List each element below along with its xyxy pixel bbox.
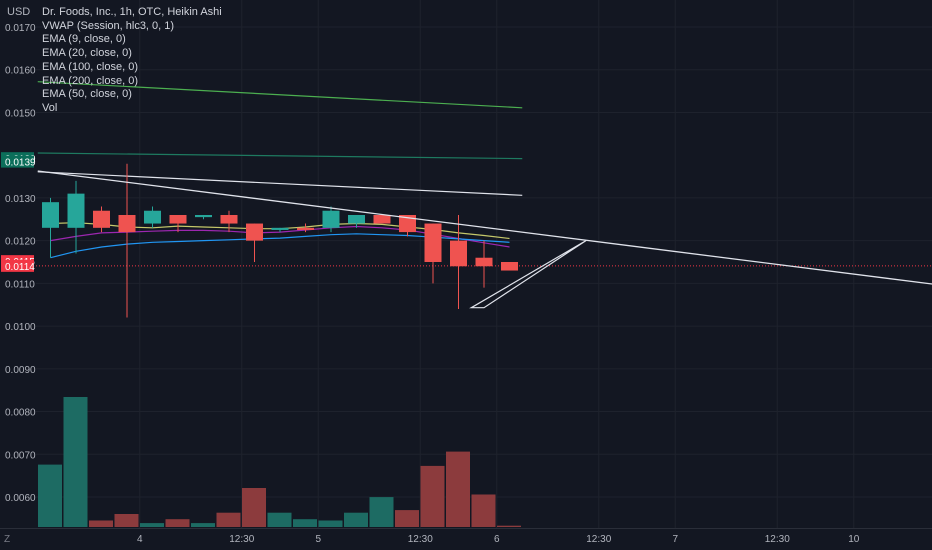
candle-body xyxy=(42,202,59,228)
volume-bar xyxy=(191,523,215,527)
x-tick-label: 10 xyxy=(848,534,860,545)
volume-bar xyxy=(38,464,62,527)
legend-ema-100[interactable]: EMA (100, close, 0) xyxy=(42,60,138,73)
candle-body xyxy=(297,227,314,230)
price-axis[interactable]: 0.0170 0.0160 0.0150 0.0130 0.0120 0.0110 0.01… xyxy=(1,23,36,504)
x-tick-label: 12:30 xyxy=(408,534,433,545)
y-tick-label: 0.0150 xyxy=(5,108,36,119)
x-tick-label: 12:30 xyxy=(586,534,611,545)
legend-vol[interactable]: Vol xyxy=(42,101,58,114)
candle-body xyxy=(169,215,187,224)
volume-bar xyxy=(497,525,521,527)
volume-bar xyxy=(165,519,190,527)
y-tick-label: 0.0090 xyxy=(5,365,36,376)
volume-bar xyxy=(242,488,266,527)
legend-ema-200[interactable]: EMA (200, close, 0) xyxy=(42,74,138,87)
candle-body xyxy=(118,215,136,233)
price-label-bg xyxy=(1,259,34,272)
price-label: 0.0114 xyxy=(5,262,35,273)
volume-bar xyxy=(471,494,496,527)
y-tick-label: 0.0160 xyxy=(5,66,36,77)
volume-bar xyxy=(63,397,88,527)
legend-ema-50[interactable]: EMA (50, close, 0) xyxy=(42,88,132,101)
y-tick-label: 0.0120 xyxy=(5,237,36,248)
volume-bar xyxy=(318,520,343,527)
candle-body xyxy=(348,215,365,224)
legend-ema-20[interactable]: EMA (20, close, 0) xyxy=(42,47,132,60)
candle-body xyxy=(475,257,493,267)
candle-body xyxy=(450,240,467,267)
x-tick-label: 7 xyxy=(672,534,678,545)
volume-bar xyxy=(395,510,419,527)
x-tick-label: 6 xyxy=(494,534,500,545)
candle-body xyxy=(246,223,263,241)
trendline xyxy=(37,170,932,285)
y-tick-label: 0.0170 xyxy=(5,23,36,34)
volume-bar xyxy=(114,514,139,527)
candle-body xyxy=(399,215,416,233)
currency-label: USD xyxy=(7,6,31,18)
triangle-drawing xyxy=(469,240,587,309)
volume-bar xyxy=(293,519,317,527)
volume-bar xyxy=(344,512,368,527)
price-label: 0.0139 xyxy=(5,158,36,169)
volume-bar xyxy=(446,451,470,527)
price-label-bg xyxy=(1,155,34,168)
volume-bar xyxy=(216,512,241,527)
candle-body xyxy=(322,210,340,228)
candle-body xyxy=(93,210,110,228)
legend-ema-9[interactable]: EMA (9, close, 0) xyxy=(42,33,126,46)
x-tick-label: 4 xyxy=(137,534,143,545)
legend: Dr. Foods, Inc., 1h, OTC, Heikin Ashi VW… xyxy=(42,6,222,116)
x-tick-label: 12:30 xyxy=(229,534,254,545)
indicator-line xyxy=(37,81,523,109)
candle-body xyxy=(67,193,85,228)
y-tick-label: 0.0080 xyxy=(5,408,36,419)
y-tick-label: 0.0130 xyxy=(5,194,36,205)
y-tick-label: 0.0060 xyxy=(5,493,36,504)
candle-body xyxy=(144,210,161,224)
candle-body xyxy=(501,262,518,271)
x-tick-label: 12:30 xyxy=(765,534,790,545)
volume-bars xyxy=(38,397,521,527)
z-button[interactable]: Z xyxy=(4,534,11,545)
candle-body xyxy=(424,223,442,262)
candle-body xyxy=(271,227,289,230)
y-tick-label: 0.0110 xyxy=(5,279,35,290)
legend-title[interactable]: Dr. Foods, Inc., 1h, OTC, Heikin Ashi xyxy=(42,6,222,18)
y-tick-label: 0.0100 xyxy=(5,322,36,333)
candle-body xyxy=(195,215,212,218)
x-tick-label: 5 xyxy=(315,534,321,545)
volume-bar xyxy=(369,497,394,527)
indicator-line xyxy=(37,171,523,196)
y-tick-label: 0.0070 xyxy=(5,450,36,461)
volume-bar xyxy=(140,523,164,527)
legend-vwap[interactable]: VWAP (Session, hlc3, 0, 1) xyxy=(42,19,175,32)
candle-body xyxy=(373,215,391,224)
volume-bar xyxy=(267,512,292,527)
volume-bar xyxy=(420,465,445,527)
drawings xyxy=(37,170,932,309)
indicator-line xyxy=(37,152,523,160)
candle-body xyxy=(220,215,238,224)
volume-bar xyxy=(89,520,113,527)
candles xyxy=(42,163,518,318)
